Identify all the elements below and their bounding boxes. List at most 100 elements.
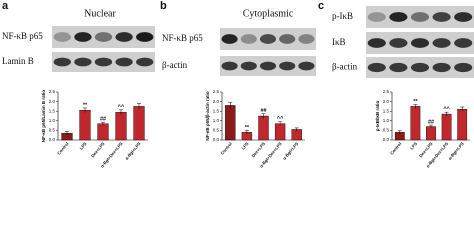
y-tick-label: 0.5 xyxy=(213,128,220,133)
blot-band xyxy=(53,57,71,67)
error-bar xyxy=(65,131,69,136)
error-bar xyxy=(413,104,418,109)
blot-label: IκB xyxy=(332,37,346,47)
blot-label: p-IκB xyxy=(332,11,353,21)
bar xyxy=(115,111,127,141)
y-tick-label: 2.0 xyxy=(49,99,56,104)
blot-band xyxy=(279,34,296,44)
error-bar xyxy=(244,130,249,135)
bar xyxy=(410,106,421,141)
y-tick-label: 2.5 xyxy=(213,89,220,94)
blot-band xyxy=(410,62,430,73)
y-tick-label: 1.5 xyxy=(383,108,390,113)
bar xyxy=(133,106,145,141)
panel-title: Cytoplasmic xyxy=(243,8,294,19)
significance-mark: ^^ xyxy=(118,104,125,110)
x-tick-label: α-Bgt+LPS xyxy=(124,141,142,161)
blot-band xyxy=(136,32,154,42)
significance-mark: ** xyxy=(245,125,250,131)
blot-band xyxy=(279,61,296,71)
blot-label: β-actin xyxy=(162,60,188,70)
blot-band xyxy=(74,32,92,42)
error-bar xyxy=(137,103,141,110)
blot-band xyxy=(298,61,315,71)
x-tick-label: α-Bgt+LPS xyxy=(447,141,465,161)
y-axis-label: p-IκB/IκB ratio xyxy=(375,100,380,131)
figure: a Nuclear NF-κB p65 Lamin B b Cytoplasmic NF-κ… xyxy=(2,0,474,169)
blot-band xyxy=(432,12,451,22)
x-tick-label: Control xyxy=(389,141,402,156)
blot-band xyxy=(432,38,451,48)
y-tick-label: 0.0 xyxy=(383,137,390,142)
y-tick-label: 1.0 xyxy=(213,118,220,123)
error-bar xyxy=(228,102,233,109)
panel-letter: b xyxy=(160,0,167,12)
blot-band xyxy=(259,61,277,71)
y-tick-label: 1.0 xyxy=(383,118,390,123)
panel-title: Nuclear xyxy=(84,8,116,19)
blot-band xyxy=(432,62,451,73)
bar xyxy=(291,129,302,141)
bar xyxy=(79,110,91,141)
error-bar xyxy=(119,109,123,115)
bar xyxy=(225,105,236,141)
blot-band xyxy=(367,38,386,48)
y-tick-label: 2.5 xyxy=(49,89,56,94)
y-tick-label: 0.5 xyxy=(383,128,390,133)
bar xyxy=(97,123,109,141)
blot-label: Lamin B xyxy=(2,56,34,66)
significance-mark: ## xyxy=(260,108,266,114)
blot-band xyxy=(240,34,257,44)
error-bar xyxy=(460,106,465,112)
y-tick-label: 2.5 xyxy=(383,89,390,94)
blot-band xyxy=(115,57,133,67)
x-tick-label: LPS xyxy=(240,141,249,151)
significance-mark: ^^ xyxy=(277,116,284,122)
blot-band xyxy=(389,62,408,73)
y-tick-label: 2.0 xyxy=(213,99,220,104)
bar xyxy=(441,113,452,141)
x-tick-label: LPS xyxy=(409,141,418,151)
blot-band xyxy=(74,57,92,67)
blot-band xyxy=(115,32,133,42)
bar xyxy=(258,115,269,141)
significance-mark: ## xyxy=(428,119,434,125)
blot-band xyxy=(389,12,408,22)
blot-band xyxy=(389,38,408,48)
error-bar xyxy=(429,124,433,129)
blot-band xyxy=(410,38,430,48)
y-tick-label: 1.0 xyxy=(49,118,56,123)
blot-band xyxy=(240,61,257,71)
y-axis-label: NF-κB p65/β-actin ratio xyxy=(205,91,210,141)
blot-label: NF-κB p65 xyxy=(2,31,43,41)
blot-band xyxy=(367,62,386,73)
blot-band xyxy=(221,61,238,71)
blot-band xyxy=(259,34,277,44)
y-tick-label: 0.0 xyxy=(49,137,56,142)
blot-label: NF-κB p65 xyxy=(162,33,203,43)
y-tick-label: 0.5 xyxy=(49,128,56,133)
x-tick-label: Control xyxy=(220,141,233,156)
blot-band xyxy=(454,38,473,48)
blot-label: β-actin xyxy=(332,62,358,72)
error-bar xyxy=(397,130,402,134)
x-tick-label: LPS xyxy=(79,141,88,151)
blot-band xyxy=(136,57,154,67)
error-bar xyxy=(83,107,87,113)
y-tick-label: 1.5 xyxy=(213,108,220,113)
y-tick-label: 1.5 xyxy=(49,108,56,113)
blot-band xyxy=(53,32,71,42)
error-bar xyxy=(261,113,266,119)
error-bar xyxy=(101,121,105,126)
x-tick-label: Dex+LPS xyxy=(418,141,434,158)
y-tick-label: 0.0 xyxy=(213,137,220,142)
bar xyxy=(274,123,286,141)
error-bar xyxy=(294,127,299,131)
blot-band xyxy=(454,62,473,73)
x-tick-label: Dex+LPS xyxy=(251,141,267,158)
x-tick-label: Dex+LPS xyxy=(90,141,106,158)
panel-letter: c xyxy=(318,0,324,12)
significance-mark: ** xyxy=(83,102,88,108)
y-axis-label: NF-κB p65/Lamin B ratio xyxy=(41,90,46,143)
significance-mark: ** xyxy=(413,99,418,105)
